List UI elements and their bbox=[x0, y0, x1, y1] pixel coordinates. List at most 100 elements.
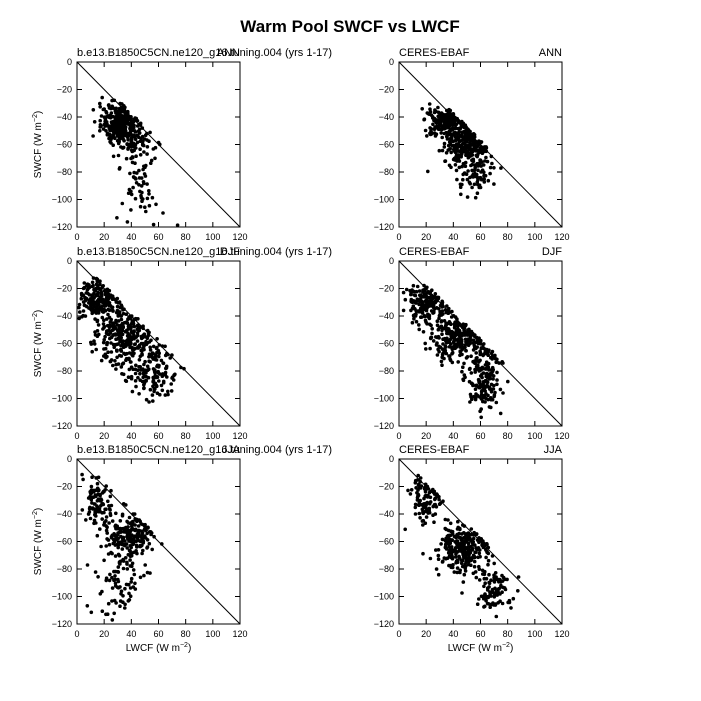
scatter-point bbox=[426, 493, 430, 498]
scatter-point bbox=[151, 222, 156, 227]
scatter-point bbox=[155, 345, 159, 350]
scatter-point bbox=[427, 290, 431, 294]
scatter-point bbox=[459, 324, 464, 328]
scatter-point bbox=[451, 340, 456, 345]
scatter-point bbox=[129, 192, 134, 197]
scatter-point bbox=[127, 598, 132, 602]
scatter-point bbox=[138, 371, 142, 376]
scatter-point bbox=[485, 383, 489, 388]
scatter-point bbox=[117, 526, 121, 531]
scatter-point bbox=[121, 566, 126, 571]
scatter-point bbox=[450, 127, 455, 132]
scatter-point bbox=[486, 361, 491, 366]
scatter-point bbox=[98, 123, 103, 127]
scatter-point bbox=[432, 295, 437, 300]
scatter-point bbox=[428, 107, 432, 111]
scatter-point bbox=[99, 305, 104, 310]
scatter-points bbox=[401, 283, 510, 420]
scatter-point bbox=[453, 163, 458, 167]
scatter-point bbox=[423, 314, 427, 319]
scatter-point bbox=[93, 502, 97, 506]
scatter-point bbox=[460, 532, 464, 536]
scatter-point bbox=[428, 346, 432, 351]
y-tick-label: 0 bbox=[67, 454, 72, 464]
scatter-point bbox=[492, 595, 497, 599]
scatter-point bbox=[91, 134, 95, 138]
x-tick-label: 60 bbox=[475, 431, 485, 441]
scatter-point bbox=[134, 543, 139, 548]
scatter-point bbox=[489, 578, 493, 582]
scatter-point bbox=[464, 356, 469, 360]
scatter-point bbox=[91, 283, 95, 288]
x-tick-label: 100 bbox=[527, 232, 542, 242]
scatter-point bbox=[445, 556, 450, 560]
scatter-point bbox=[140, 349, 144, 353]
scatter-point bbox=[437, 502, 442, 507]
scatter-point bbox=[149, 532, 153, 537]
scatter-point bbox=[453, 133, 457, 138]
scatter-point bbox=[417, 323, 421, 327]
scatter-point bbox=[129, 208, 133, 212]
scatter-point bbox=[134, 181, 139, 185]
scatter-point bbox=[437, 497, 441, 502]
scatter-point bbox=[412, 317, 416, 321]
scatter-point bbox=[96, 509, 100, 513]
scatter-point bbox=[494, 614, 499, 619]
scatter-point bbox=[423, 318, 428, 323]
scatter-point bbox=[111, 308, 115, 313]
scatter-point bbox=[506, 379, 510, 384]
scatter-point bbox=[448, 533, 453, 537]
scatter-point bbox=[448, 321, 452, 325]
scatter-point bbox=[440, 332, 444, 337]
scatter-point bbox=[413, 502, 418, 507]
scatter-point bbox=[487, 385, 492, 390]
scatter-point bbox=[115, 130, 120, 134]
scatter-point bbox=[453, 130, 458, 135]
scatter-point bbox=[95, 533, 100, 538]
x-tick-label: 40 bbox=[448, 629, 458, 639]
scatter-point bbox=[110, 519, 115, 523]
scatter-point bbox=[459, 192, 463, 197]
scatter-point bbox=[133, 518, 138, 522]
scatter-point bbox=[133, 129, 137, 133]
scatter-point bbox=[94, 347, 98, 352]
scatter-point bbox=[104, 484, 108, 488]
scatter-point bbox=[127, 591, 131, 596]
scatter-point bbox=[81, 309, 86, 313]
scatter-point bbox=[112, 578, 116, 582]
scatter-point bbox=[108, 133, 112, 137]
scatter-point bbox=[125, 560, 129, 565]
scatter-point bbox=[441, 559, 445, 564]
scatter-point bbox=[482, 605, 486, 609]
scatter-point bbox=[111, 327, 116, 331]
scatter-point bbox=[89, 303, 93, 308]
scatter-point bbox=[104, 612, 108, 617]
scatter-point bbox=[104, 109, 108, 114]
scatter-point bbox=[417, 327, 422, 332]
scatter-point bbox=[160, 388, 165, 393]
scatter-point bbox=[489, 154, 494, 159]
x-tick-label: 20 bbox=[421, 232, 431, 242]
scatter-point bbox=[100, 517, 104, 521]
scatter-point bbox=[458, 349, 463, 354]
scatter-point bbox=[125, 220, 130, 224]
scatter-point bbox=[112, 345, 116, 350]
scatter-point bbox=[113, 543, 118, 547]
scatter-point bbox=[90, 311, 94, 316]
scatter-point bbox=[469, 527, 474, 531]
scatter-point bbox=[413, 312, 417, 317]
scatter-point bbox=[477, 536, 481, 540]
scatter-point bbox=[152, 534, 156, 539]
scatter-point bbox=[150, 195, 155, 200]
scatter-point bbox=[460, 591, 464, 595]
scatter-point bbox=[90, 280, 95, 285]
scatter-point bbox=[104, 295, 109, 300]
scatter-point bbox=[128, 564, 133, 568]
scatter-point bbox=[121, 372, 126, 377]
scatter-point bbox=[486, 397, 491, 402]
scatter-point bbox=[120, 527, 124, 531]
scatter-point bbox=[133, 342, 137, 346]
scatter-point bbox=[116, 362, 121, 366]
scatter-point bbox=[478, 349, 482, 354]
scatter-point bbox=[413, 307, 417, 311]
